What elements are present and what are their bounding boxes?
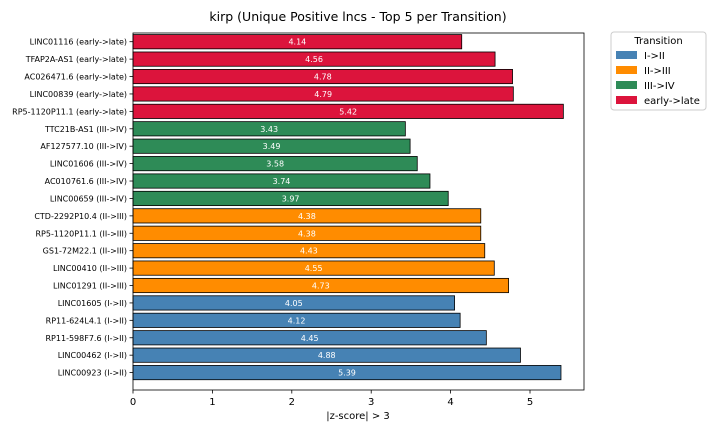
y-tick-label: LINC01291 (II->III)	[53, 282, 127, 291]
bar-value-label: 4.38	[298, 229, 316, 238]
y-tick-label: TTC21B-AS1 (III->IV)	[44, 125, 127, 134]
bar-value-label: 4.45	[301, 334, 319, 343]
legend-entry-label: II->III	[644, 66, 671, 77]
bar-value-label: 3.49	[263, 142, 281, 151]
bar-value-label: 4.88	[318, 351, 336, 360]
bar-value-label: 4.73	[312, 282, 330, 291]
bar-value-label: 4.14	[288, 38, 306, 47]
bar-value-label: 5.39	[338, 369, 356, 378]
y-tick-label: TFAP2A-AS1 (early->late)	[25, 55, 127, 64]
y-tick-label: LINC01605 (I->II)	[58, 299, 127, 308]
x-tick-label: 2	[289, 397, 295, 408]
x-axis-label: |z-score| > 3	[326, 411, 390, 422]
y-tick-label: LINC00462 (I->II)	[58, 351, 127, 360]
bar-value-label: 3.97	[282, 194, 300, 203]
bar-value-label: 4.78	[314, 73, 332, 82]
bar-value-label: 4.38	[298, 212, 316, 221]
axes-frame	[132, 32, 585, 391]
y-tick-label: GS1-72M22.1 (II->III)	[43, 247, 127, 256]
y-tick-label: RP11-598F7.6 (I->II)	[46, 334, 128, 343]
bar-value-label: 4.05	[285, 299, 303, 308]
y-tick-label: AC010761.6 (III->IV)	[45, 177, 127, 186]
y-tick-label: RP11-624L4.1 (I->II)	[46, 316, 127, 325]
legend-swatch	[616, 81, 637, 89]
y-tick-label: RP5-1120P11.1 (II->III)	[35, 229, 127, 238]
legend-swatch	[616, 66, 637, 74]
legend-entry-label: early->late	[644, 96, 700, 107]
y-tick-label: AC026471.6 (early->late)	[24, 73, 127, 82]
chart-title: kirp (Unique Positive lncs - Top 5 per T…	[209, 9, 506, 24]
y-tick-label: LINC01116 (early->late)	[30, 38, 127, 47]
x-tick-label: 1	[209, 397, 215, 408]
bar-value-label: 4.12	[288, 316, 306, 325]
y-tick-label: CTD-2292P10.4 (II->III)	[34, 212, 127, 221]
plot-area: 4.14 LINC01116 (early->late) 4.56 TFAP2A-AS…	[12, 32, 585, 408]
y-tick-label: LINC00839 (early->late)	[30, 90, 127, 99]
legend-swatch	[616, 51, 637, 59]
legend-swatch	[616, 96, 637, 104]
bar-value-label: 3.74	[273, 177, 291, 186]
bar-value-label: 5.42	[339, 107, 357, 116]
bar-value-label: 4.43	[300, 247, 318, 256]
legend-title: Transition	[633, 36, 682, 47]
bar-value-label: 4.79	[314, 90, 332, 99]
y-tick-label: LINC00410 (II->III)	[53, 264, 127, 273]
legend: Transition I->II II->III III->IV early->late	[610, 31, 707, 111]
bar-value-label: 4.55	[305, 264, 323, 273]
bar-value-label: 4.56	[305, 55, 323, 64]
x-tick-label: 0	[130, 397, 136, 408]
x-tick-label: 5	[527, 397, 533, 408]
y-tick-label: LINC00923 (I->II)	[58, 369, 127, 378]
legend-entry-label: III->IV	[644, 81, 675, 92]
bar-value-label: 3.43	[260, 125, 278, 134]
y-tick-label: LINC00659 (III->IV)	[50, 194, 127, 203]
legend-entry-label: I->II	[644, 51, 665, 62]
bar-value-label: 3.58	[266, 160, 284, 169]
y-tick-label: RP5-1120P11.1 (early->late)	[12, 107, 127, 116]
y-tick-label: AF127577.10 (III->IV)	[40, 142, 127, 151]
x-tick-label: 4	[447, 397, 453, 408]
x-tick-label: 3	[368, 397, 374, 408]
y-tick-label: LINC01606 (III->IV)	[50, 160, 127, 169]
